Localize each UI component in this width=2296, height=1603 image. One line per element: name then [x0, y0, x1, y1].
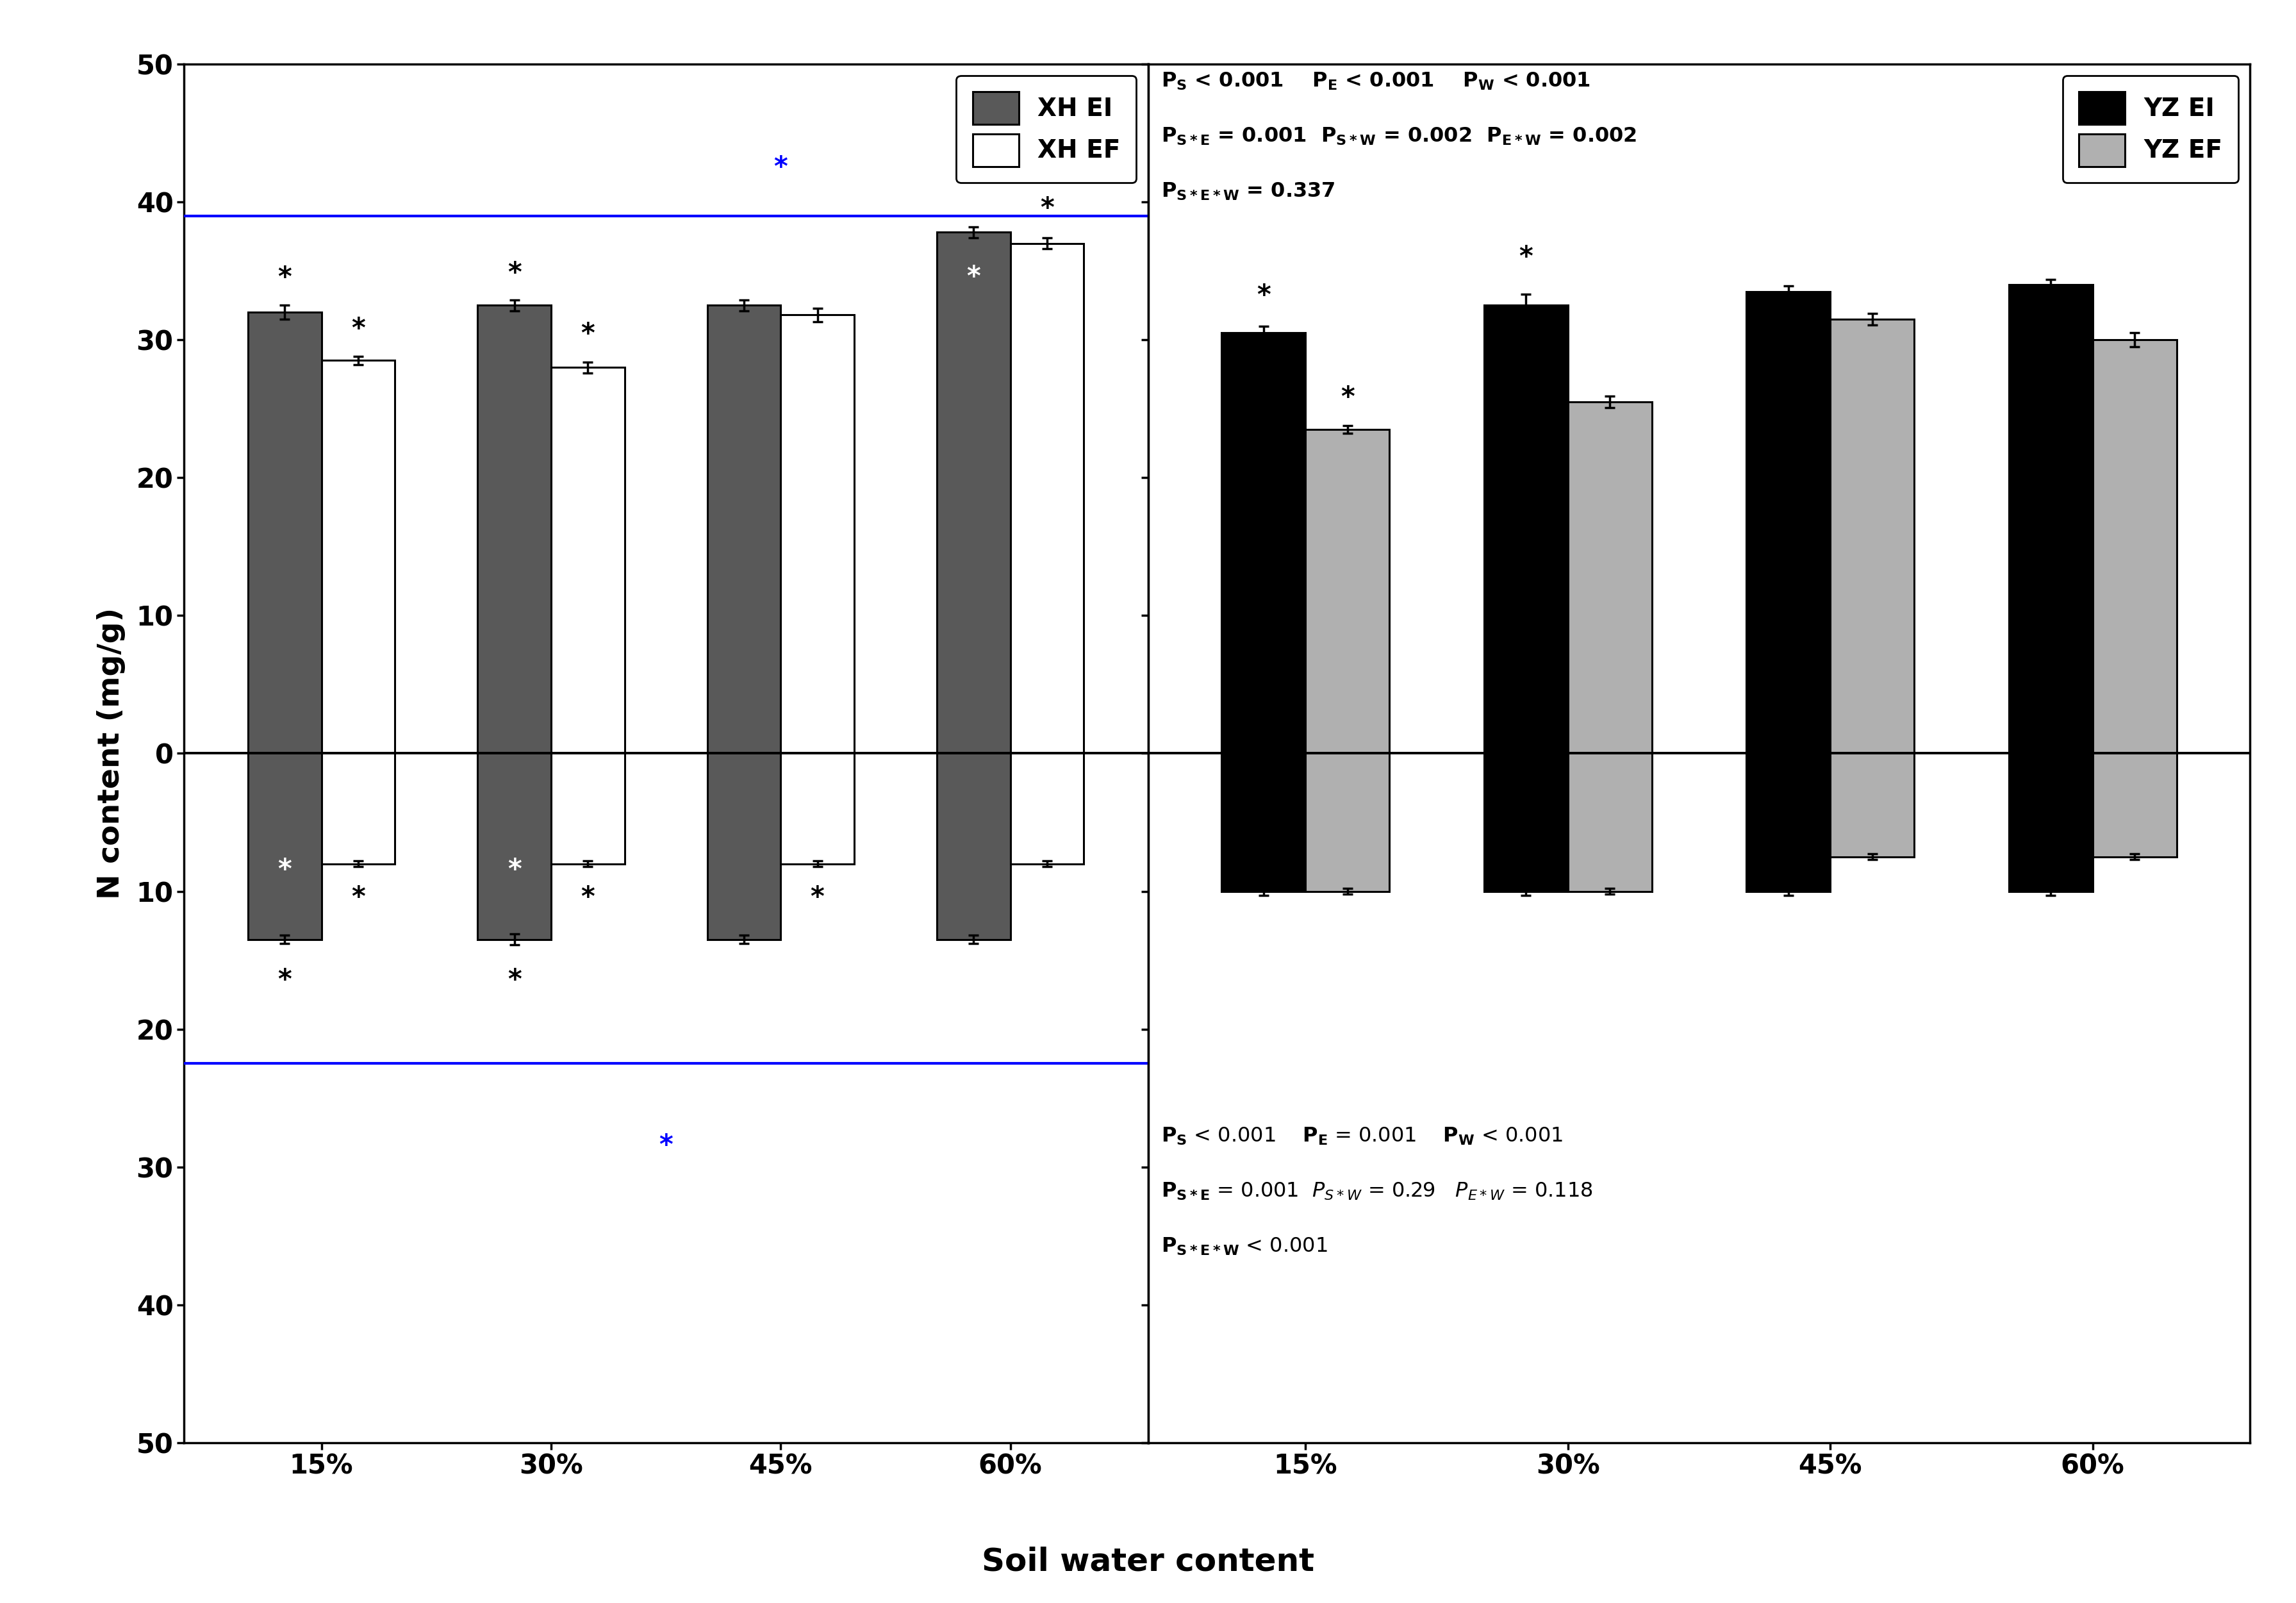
Bar — [1010, 244, 1084, 753]
Bar — [1830, 753, 1915, 856]
Bar — [1306, 430, 1389, 753]
Text: *: * — [278, 967, 292, 994]
Text: Soil water content: Soil water content — [983, 1547, 1313, 1577]
Bar — [1568, 402, 1651, 753]
Bar — [1747, 292, 1830, 753]
Text: *: * — [659, 1132, 673, 1159]
Bar — [551, 753, 625, 864]
Bar — [1747, 753, 1830, 891]
Bar — [2009, 753, 2092, 891]
Text: *: * — [967, 264, 980, 292]
Bar — [1010, 753, 1084, 864]
Bar — [478, 753, 551, 939]
Bar — [707, 305, 781, 753]
Text: *: * — [351, 316, 365, 343]
Bar — [1830, 319, 1915, 753]
Text: *: * — [1256, 282, 1270, 309]
Text: *: * — [507, 858, 521, 883]
Bar — [781, 753, 854, 864]
Y-axis label: N content (mg/g): N content (mg/g) — [96, 608, 126, 899]
Bar — [937, 232, 1010, 753]
Bar — [781, 316, 854, 753]
Text: *: * — [810, 885, 824, 911]
Text: *: * — [507, 967, 521, 994]
Bar — [248, 753, 321, 939]
Text: $\mathbf{P_{S*E*W}}$ = 0.337: $\mathbf{P_{S*E*W}}$ = 0.337 — [1162, 181, 1334, 202]
Bar — [1483, 305, 1568, 753]
Bar — [551, 367, 625, 753]
Text: *: * — [1520, 244, 1534, 271]
Text: *: * — [581, 885, 595, 911]
Text: $\mathbf{P_{S*E}}$ = 0.001  $\mathbf{P_{S*W}}$ = 0.002  $\mathbf{P_{E*W}}$ = 0.0: $\mathbf{P_{S*E}}$ = 0.001 $\mathbf{P_{S… — [1162, 127, 1637, 147]
Bar — [2092, 753, 2177, 856]
Bar — [707, 753, 781, 939]
Text: *: * — [1341, 385, 1355, 412]
Bar — [321, 753, 395, 864]
Bar — [1483, 753, 1568, 891]
Bar — [2092, 340, 2177, 753]
Bar — [1568, 753, 1651, 891]
Bar — [1221, 333, 1306, 753]
Bar — [937, 753, 1010, 939]
Text: $\mathbf{P_{S*E*W}}$ < 0.001: $\mathbf{P_{S*E*W}}$ < 0.001 — [1162, 1236, 1327, 1257]
Text: *: * — [1040, 196, 1054, 223]
Text: *: * — [278, 858, 292, 883]
Text: $\mathbf{P_S}$ < 0.001    $\mathbf{P_E}$ = 0.001    $\mathbf{P_W}$ < 0.001: $\mathbf{P_S}$ < 0.001 $\mathbf{P_E}$ = … — [1162, 1125, 1564, 1146]
Bar — [1221, 753, 1306, 891]
Bar — [478, 305, 551, 753]
Bar — [248, 313, 321, 753]
Text: *: * — [774, 154, 788, 181]
Text: *: * — [507, 261, 521, 287]
Legend: YZ EI, YZ EF: YZ EI, YZ EF — [2062, 75, 2239, 183]
Text: $\mathbf{P_S}$ < 0.001    $\mathbf{P_E}$ < 0.001    $\mathbf{P_W}$ < 0.001: $\mathbf{P_S}$ < 0.001 $\mathbf{P_E}$ < … — [1162, 71, 1591, 91]
Text: *: * — [581, 321, 595, 348]
Bar — [1306, 753, 1389, 891]
Legend: XH EI, XH EF: XH EI, XH EF — [957, 75, 1137, 183]
Text: $\mathbf{P_{S*E}}$ = 0.001  $P_{S*W}$ = 0.29   $P_{E*W}$ = 0.118: $\mathbf{P_{S*E}}$ = 0.001 $P_{S*W}$ = 0… — [1162, 1181, 1593, 1202]
Text: *: * — [351, 885, 365, 911]
Bar — [321, 361, 395, 753]
Text: *: * — [278, 264, 292, 292]
Bar — [2009, 285, 2092, 753]
